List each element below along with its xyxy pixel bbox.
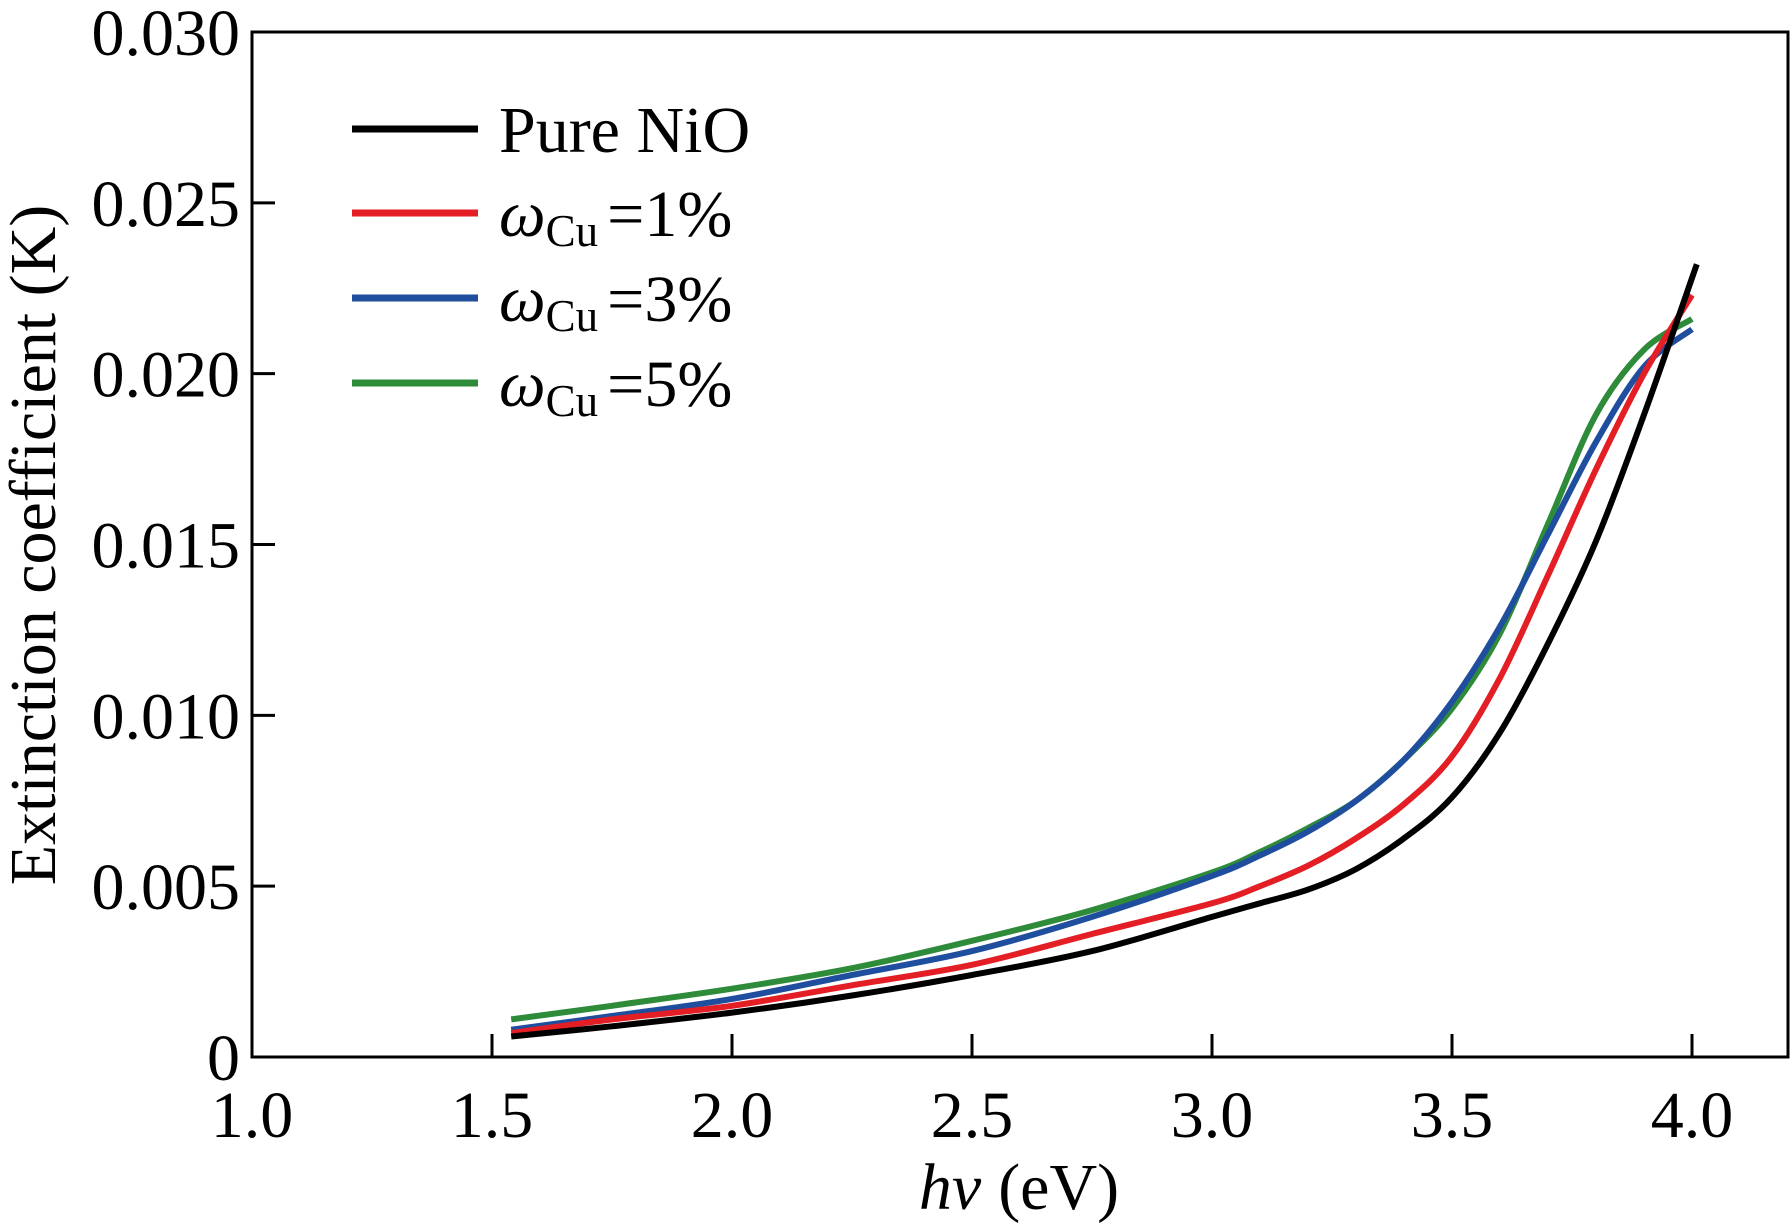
legend-item-pure-nio: Pure NiO: [352, 94, 750, 167]
x-tick-label: 1.0: [211, 1079, 294, 1152]
y-tick-label: 0.025: [92, 168, 241, 241]
y-tick-label: 0.005: [92, 851, 241, 924]
x-axis-ticks: 1.0 1.5 2.0 2.5 3.0 3.5 4.0: [211, 1034, 1734, 1152]
series-line-cu-1: [510, 293, 1695, 1037]
x-tick-label: 4.0: [1651, 1079, 1734, 1152]
legend-label-cu-3: ωCu =3%: [499, 263, 732, 341]
legend-symbol-omega: ω: [499, 178, 546, 251]
y-tick-label: 0.020: [92, 339, 241, 412]
x-tick-label: 3.5: [1411, 1079, 1494, 1152]
x-tick-label: 3.0: [1171, 1079, 1254, 1152]
y-tick-label: 0: [207, 1022, 240, 1095]
legend-value: =5%: [607, 348, 732, 421]
series-line-pure-nio: [510, 263, 1700, 1040]
legend-label-cu-5: ωCu =5%: [499, 348, 732, 426]
x-axis-label: hv (eV): [919, 1151, 1119, 1224]
series-line-cu-5: [510, 316, 1694, 1023]
legend-subscript-cu: Cu: [546, 206, 599, 256]
legend-subscript-cu: Cu: [546, 291, 599, 341]
series-line-cu-3: [510, 326, 1694, 1033]
series-lines: [510, 263, 1700, 1040]
y-tick-label: 0.030: [92, 0, 241, 70]
legend-value: =3%: [607, 263, 732, 336]
legend: Pure NiO ωCu =1% ωCu =3% ωCu =5%: [352, 94, 750, 426]
plot-frame: [250, 30, 1790, 1059]
y-tick-label: 0.010: [92, 680, 241, 753]
x-tick-label: 1.5: [451, 1079, 534, 1152]
x-axis-label-variable: hv: [919, 1151, 982, 1224]
legend-item-cu-1: ωCu =1%: [352, 178, 732, 256]
x-tick-label: 2.5: [931, 1079, 1014, 1152]
y-axis-ticks: 0 0.005 0.010 0.015 0.020 0.025 0.030: [92, 0, 275, 1095]
legend-item-cu-3: ωCu =3%: [352, 263, 732, 341]
legend-label-cu-1: ωCu =1%: [499, 178, 732, 256]
y-axis-label: Extinction coefficient (K): [0, 205, 70, 886]
legend-subscript-cu: Cu: [546, 376, 599, 426]
legend-symbol-omega: ω: [499, 263, 546, 336]
legend-symbol-omega: ω: [499, 348, 546, 421]
x-tick-label: 2.0: [691, 1079, 774, 1152]
legend-label-pure-nio: Pure NiO: [499, 94, 750, 167]
y-tick-label: 0.015: [92, 510, 241, 583]
x-axis-label-unit: (eV): [998, 1151, 1119, 1224]
legend-item-cu-5: ωCu =5%: [352, 348, 732, 426]
legend-value: =1%: [607, 178, 732, 251]
